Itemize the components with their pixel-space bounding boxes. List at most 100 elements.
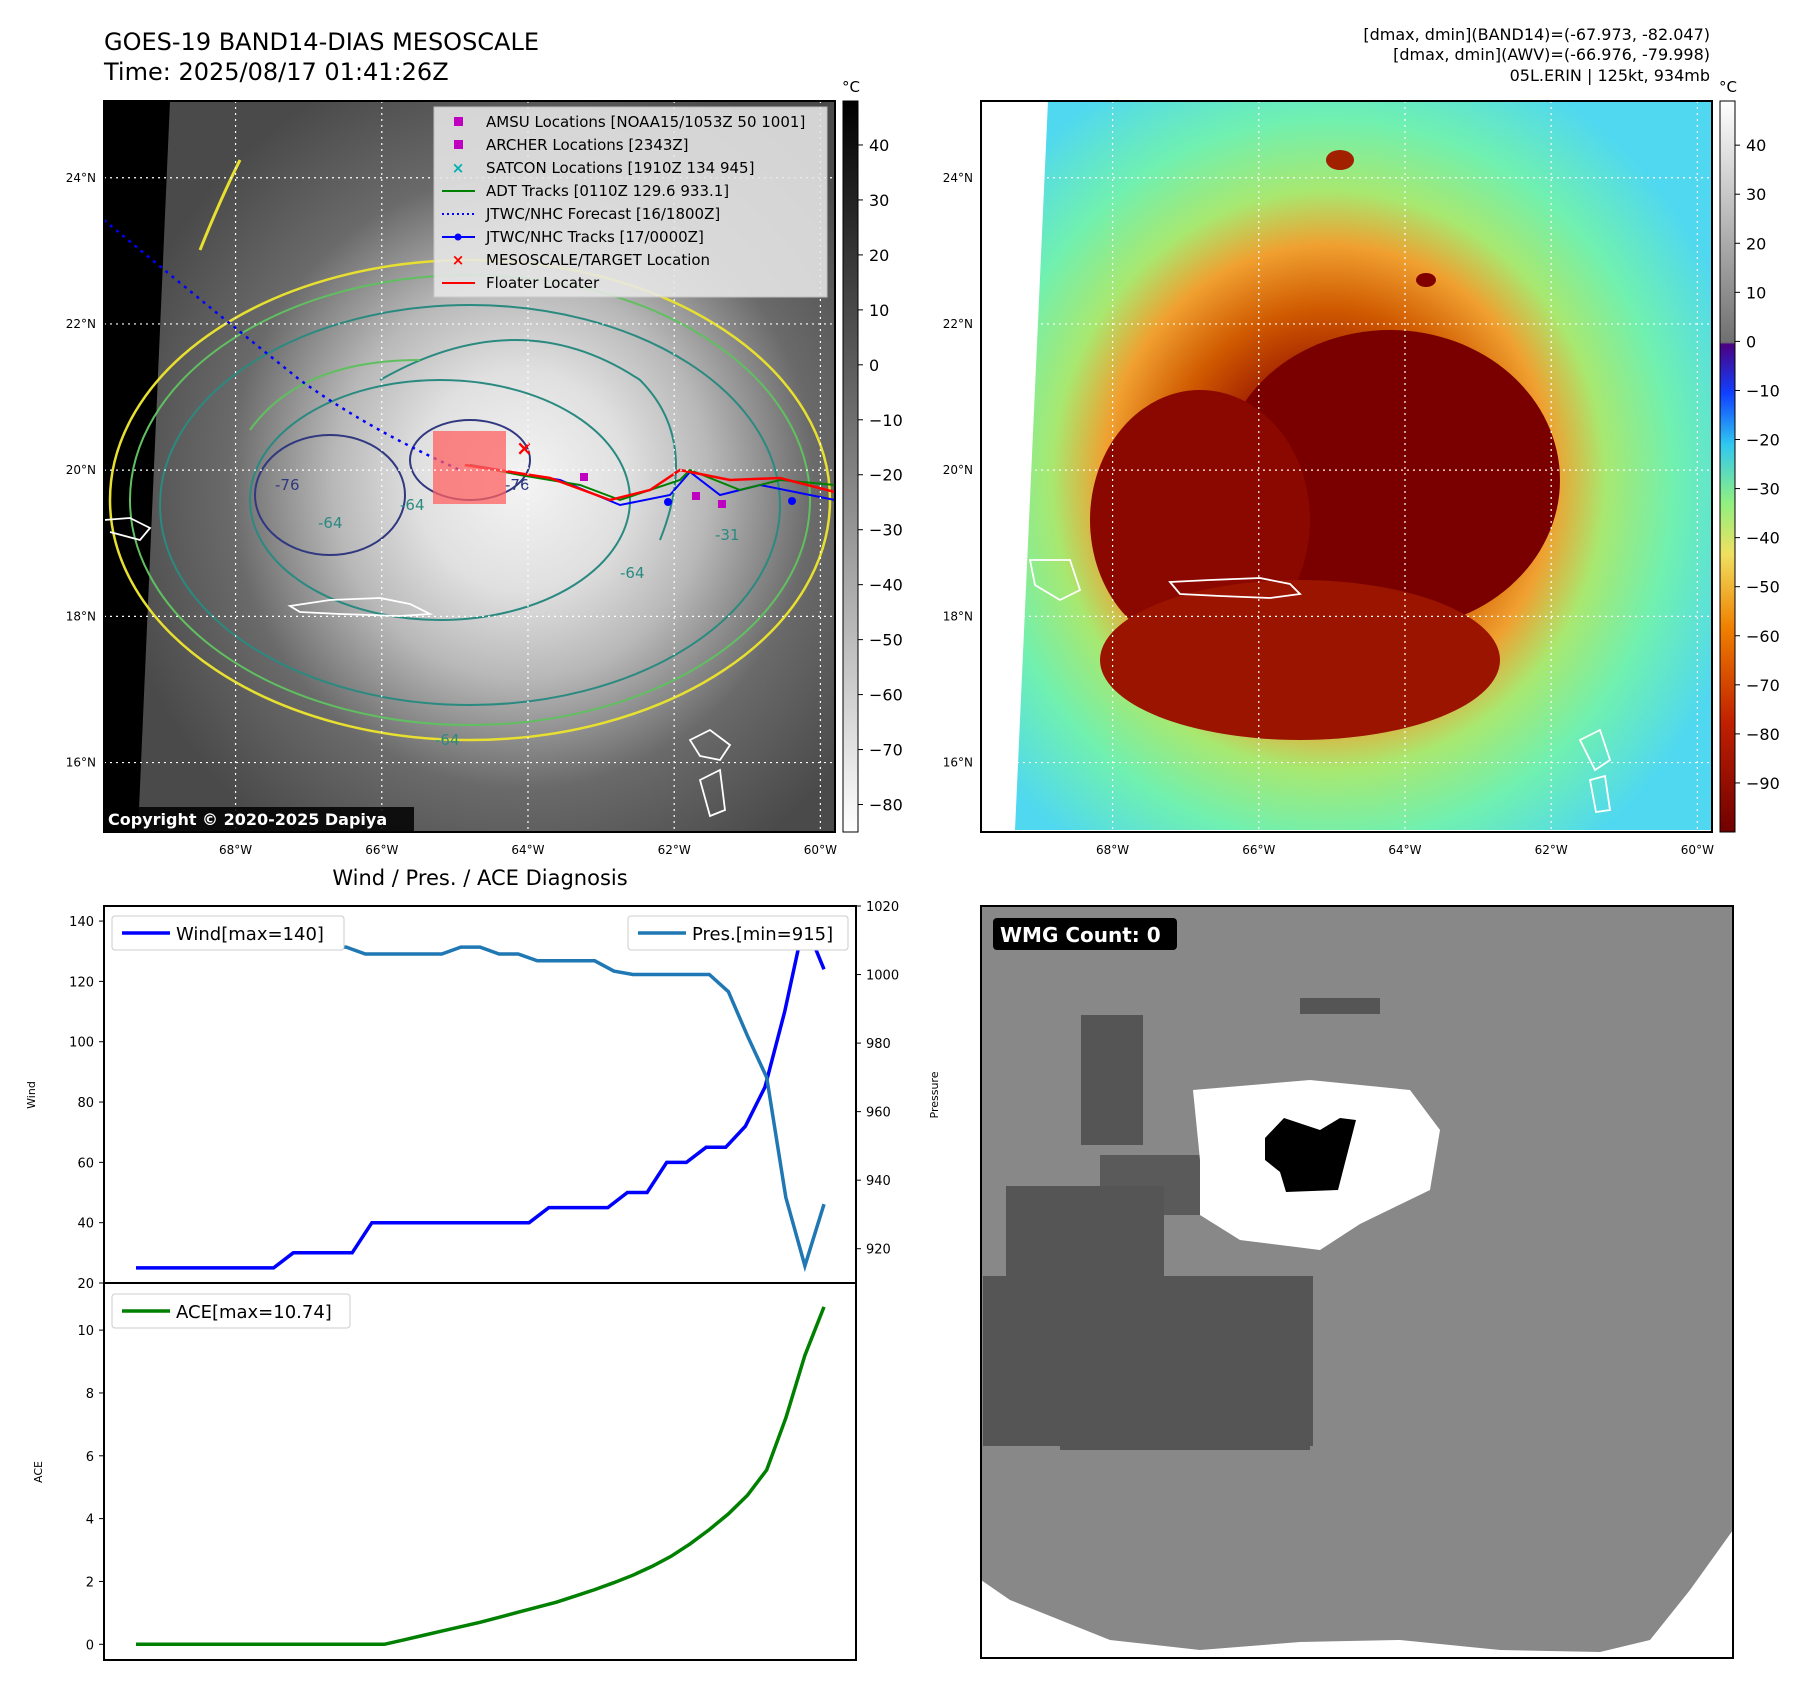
svg-text:×: × [452,159,465,177]
colorbar-tick-label: −20 [869,466,903,485]
legend-entry: × SATCON Locations [1910Z 134 945] [452,159,755,177]
pressure-tick-label: 980 [866,1037,891,1052]
lat-tick-label: 22°N [943,317,973,331]
contour-label: -76 [275,476,300,494]
legend-entry: × MESOSCALE/TARGET Location [452,251,710,269]
legend-label: JTWC/NHC Forecast [16/1800Z] [485,205,720,223]
target-marker-icon: × [516,436,533,460]
ace-axis-label: ACE [32,1461,45,1483]
colorbar-tick-label: −80 [1746,725,1780,744]
wind-tick-label: 80 [77,1096,94,1111]
legend-label: ADT Tracks [0110Z 129.6 933.1] [486,182,729,200]
awv-colorbar: °C 40 30 20 10 0 −10 −20 −30 −40 −50 −60 −70 −80 −90 [1719,78,1780,833]
colorbar-tick-label: 10 [1746,283,1766,302]
lat-tick-label: 20°N [943,463,973,477]
legend-label: MESOSCALE/TARGET Location [486,251,710,269]
awv-map-panel: 68°W 66°W 64°W 62°W 60°W 24°N 22°N 20°N 18°N 16°… [943,100,1714,857]
legend-entry: JTWC/NHC Tracks [17/0000Z] [442,228,704,246]
legend-entry: ADT Tracks [0110Z 129.6 933.1] [442,182,729,200]
legend-entry: ARCHER Locations [2343Z] [454,136,689,154]
amsu-marker-icon [580,473,588,481]
lon-tick-label: 66°W [365,843,398,857]
ace-tick-label: 8 [86,1387,94,1402]
lon-tick-label: 64°W [1388,843,1421,857]
copyright-text: Copyright © 2020-2025 Dapiya [108,810,387,829]
wind-legend-label: Wind[max=140] [176,924,324,945]
contour-label: -64 [400,496,425,514]
colorbar-tick-label: −20 [1746,431,1780,450]
pressure-tick-label: 1000 [866,969,899,984]
colorbar-tick-label: −70 [869,741,903,760]
legend-label: AMSU Locations [NOAA15/1053Z 50 1001] [486,113,805,131]
lon-tick-label: 62°W [1535,843,1568,857]
svg-text:×: × [452,251,465,269]
legend-label: Floater Locater [486,274,600,292]
wmg-count-label: WMG Count: 0 [1000,923,1161,947]
contour-label: -64 [318,514,343,532]
lon-tick-label: 60°W [804,843,837,857]
lat-tick-label: 18°N [943,609,973,623]
ace-tick-label: 4 [86,1513,94,1528]
wind-series-line [136,915,826,1270]
wind-tick-label: 20 [77,1277,94,1292]
lon-tick-label: 68°W [219,843,252,857]
stats-awv: [dmax, dmin](AWV)=(-66.976, -79.998) [1393,45,1710,64]
legend-entry: JTWC/NHC Forecast [16/1800Z] [442,205,720,223]
ir-colorbar: °C 40 30 20 10 0 −10 −20 −30 −40 −50 −60 −70 −80 [842,78,903,833]
lat-tick-label: 20°N [66,463,96,477]
pressure-legend-label: Pres.[min=915] [692,924,833,945]
colorbar-tick-label: −50 [869,631,903,650]
legend-entry: AMSU Locations [NOAA15/1053Z 50 1001] [454,113,805,131]
colorbar-tick-label: 20 [1746,234,1766,253]
colorbar-tick-label: −10 [869,411,903,430]
ace-tick-label: 0 [86,1638,94,1653]
legend-label: JTWC/NHC Tracks [17/0000Z] [485,228,704,246]
wind-tick-label: 60 [77,1156,94,1171]
wmg-panel: WMG Count: 0 [980,905,1734,1659]
colorbar-tick-label: −40 [1746,529,1780,548]
pressure-axis-label: Pressure [928,1071,941,1118]
lon-tick-label: 60°W [1681,843,1714,857]
pressure-tick-label: 1020 [866,900,899,915]
lat-tick-label: 16°N [66,756,96,770]
ir-map-panel: × -76 -64 -64 -76 -64 -64 -31 68°W 66°W 64… [66,100,837,857]
storm-info: 05L.ERIN | 125kt, 934mb [1510,66,1710,85]
stats-band14: [dmax, dmin](BAND14)=(-67.973, -82.047) [1363,25,1710,44]
colorbar-tick-label: 40 [869,136,889,155]
contour-label: -31 [715,526,740,544]
ace-series-line [136,1306,826,1647]
ace-tick-label: 2 [86,1575,94,1590]
contour-label: -64 [620,564,645,582]
map-legend: AMSU Locations [NOAA15/1053Z 50 1001] ARC… [433,106,828,298]
archer-marker-icon [692,492,700,500]
colorbar-tick-label: −30 [869,521,903,540]
colorbar-tick-label: 0 [869,356,879,375]
lon-tick-label: 64°W [511,843,544,857]
colorbar-tick-label: −80 [869,796,903,815]
colorbar-tick-label: 40 [1746,136,1766,155]
ir-colorbar-unit: °C [842,78,860,96]
wind-pressure-chart: Wind / Pres. / ACE Diagnosis 20 40 60 80 100… [25,866,941,1292]
lat-tick-label: 18°N [66,609,96,623]
figure-title: GOES-19 BAND14-DIAS MESOSCALE [104,28,539,56]
lat-tick-label: 24°N [943,171,973,185]
colorbar-tick-label: 20 [869,246,889,265]
colorbar-tick-label: −30 [1746,480,1780,499]
contour-label: -76 [505,476,530,494]
pressure-tick-label: 940 [866,1174,891,1189]
colorbar-tick-label: −90 [1746,774,1780,793]
lon-tick-label: 68°W [1096,843,1129,857]
colorbar-tick-label: −50 [1746,578,1780,597]
colorbar-tick-label: −70 [1746,676,1780,695]
wind-tick-label: 140 [69,915,94,930]
pressure-tick-label: 960 [866,1106,891,1121]
ace-tick-label: 6 [86,1450,94,1465]
wind-tick-label: 100 [69,1036,94,1051]
wind-axis-label: Wind [25,1081,38,1109]
lat-tick-label: 16°N [943,756,973,770]
ace-tick-label: 10 [77,1324,94,1339]
colorbar-tick-label: 10 [869,301,889,320]
wind-tick-label: 40 [77,1217,94,1232]
ace-chart: 0 2 4 6 8 10 ACE ACE[max=10.74] [32,1282,857,1661]
lat-tick-label: 22°N [66,317,96,331]
